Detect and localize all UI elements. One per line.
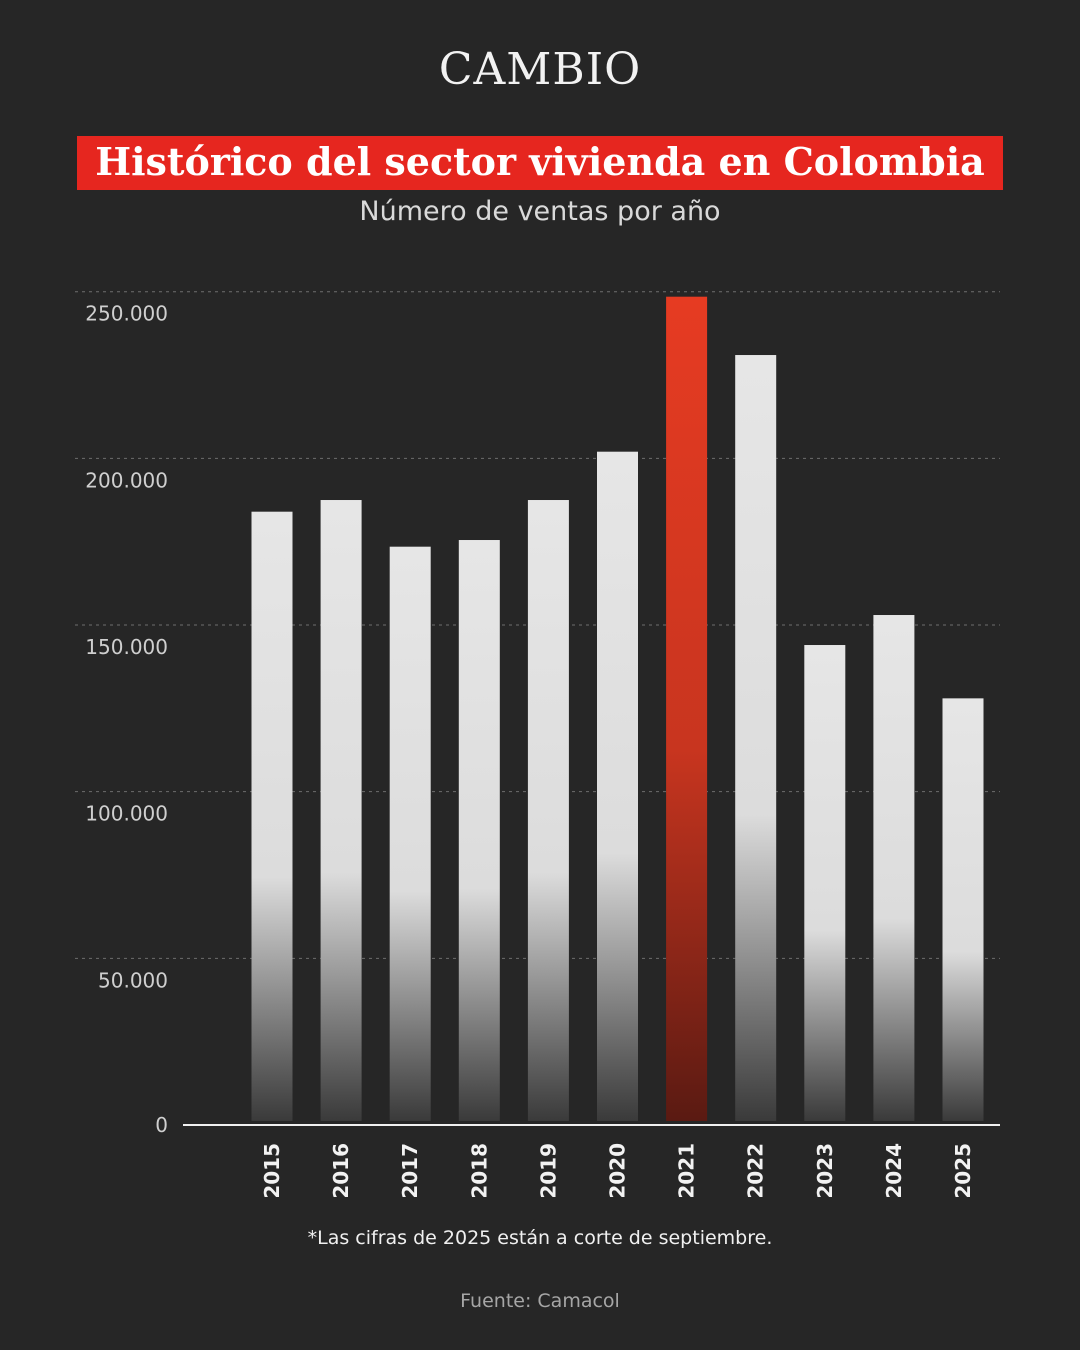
bar-2023	[804, 645, 846, 1121]
x-axis-labels: 2015 2016 2017 2018 2019 2020 2021 2022 2023 2024…	[260, 1143, 975, 1199]
chart-subtitle: Número de ventas por año	[359, 196, 721, 227]
y-tick-label: 50.000	[98, 968, 168, 992]
x-tick-label: 2023	[813, 1143, 837, 1199]
x-tick-label: 2016	[329, 1143, 353, 1199]
x-tick-label: 2021	[675, 1143, 699, 1199]
x-tick-label: 2019	[536, 1143, 560, 1199]
x-tick-label: 2017	[398, 1143, 422, 1199]
x-tick-label: 2018	[467, 1143, 491, 1199]
y-axis-ticks: 0 50.000 100.000 150.000 200.000 250.000	[85, 302, 168, 1137]
y-tick-label: 100.000	[85, 802, 168, 826]
bar-2016	[320, 500, 362, 1121]
x-tick-label: 2022	[744, 1143, 768, 1199]
y-tick-label: 200.000	[85, 468, 168, 492]
bars	[251, 296, 984, 1122]
bar-2020	[597, 451, 638, 1121]
bar-2019	[527, 500, 569, 1121]
chart-title: Histórico del sector vivienda en Colombi…	[77, 136, 1003, 190]
bar-2024	[873, 615, 915, 1121]
bar-2022	[735, 355, 777, 1122]
y-tick-label: 150.000	[85, 635, 168, 659]
bar-2025	[942, 698, 984, 1121]
x-tick-label: 2015	[260, 1143, 284, 1199]
source-credit: Fuente: Camacol	[460, 1290, 620, 1312]
x-tick-label: 2025	[951, 1143, 975, 1199]
bar-2017	[389, 546, 431, 1121]
bar-2018	[458, 540, 500, 1121]
y-tick-label: 0	[155, 1113, 168, 1137]
x-tick-label: 2024	[882, 1143, 906, 1199]
bar-2021	[666, 296, 708, 1121]
y-tick-label: 250.000	[85, 302, 168, 326]
x-tick-label: 2020	[606, 1143, 630, 1199]
footnote: *Las cifras de 2025 están a corte de sep…	[307, 1227, 773, 1249]
title-banner: Histórico del sector vivienda en Colombi…	[0, 136, 1080, 190]
brand-logo: CAMBIO	[438, 44, 642, 95]
bar-2015	[251, 511, 293, 1122]
